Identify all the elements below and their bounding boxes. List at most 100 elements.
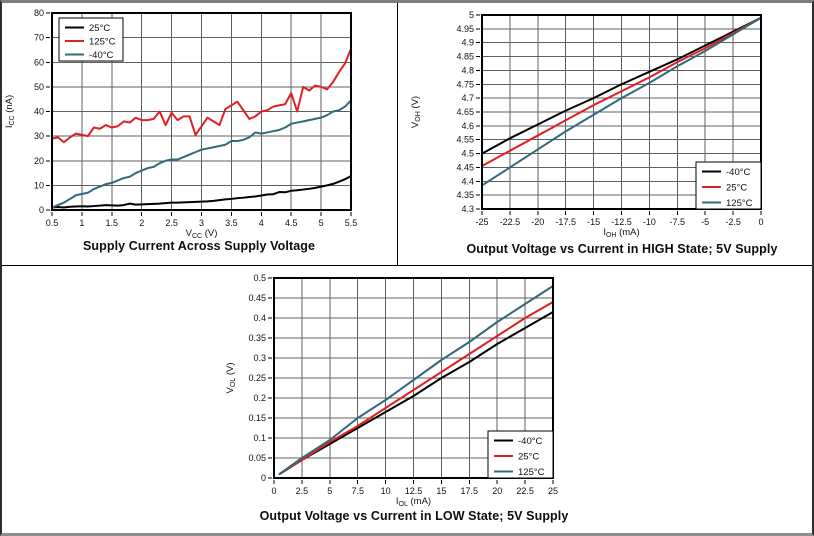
y-tick-label: 60	[34, 57, 44, 67]
x-tick-label: -5	[701, 217, 709, 227]
supply-current-chart: 0.5 1 1.5 2 2.5 3 3.5 4 4.5 5 5.5 0 10 20 30 40 50 60 70 80…	[4, 8, 357, 239]
top-row: 0.5 1 1.5 2 2.5 3 3.5 4 4.5 5 5.5 0 10 20 30 40 50 60 70 80…	[2, 3, 812, 266]
x-tick-label: -12.5	[611, 217, 632, 227]
x-tick-label: 2.5	[296, 486, 309, 496]
chart-title-supply-current: Supply Current Across Supply Voltage	[82, 239, 316, 253]
y-tick-label: 0.15	[248, 413, 266, 423]
axis-ticks	[476, 14, 762, 215]
y-tick-label: 4.65	[456, 107, 474, 117]
series-line-125C	[481, 16, 762, 187]
series-line--40C	[51, 99, 352, 209]
x-tick-label: 15	[436, 486, 446, 496]
grid-lines	[52, 13, 351, 210]
legend-label: 25°C	[518, 452, 539, 463]
x-tick-label: 25	[548, 486, 558, 496]
bottom-row: 0 2.5 5 7.5 10 12.5 15 17.5 20 22.5 25 0 0.05 0.1 0.15…	[2, 266, 812, 533]
y-tick-label: 20	[34, 156, 44, 166]
axis-ticks	[46, 12, 352, 216]
y-tick-label: 4.7	[461, 93, 474, 103]
x-tick-label: 3	[199, 218, 204, 228]
y-tick-label: 4.8	[461, 65, 474, 75]
series-line-25C	[278, 301, 554, 475]
supply-current-chart-cell: 0.5 1 1.5 2 2.5 3 3.5 4 4.5 5 5.5 0 10 20 30 40 50 60 70 80…	[2, 3, 398, 265]
y-tick-label: 4.85	[456, 52, 474, 62]
chart-title-output-low: Output Voltage vs Current in LOW State; …	[259, 509, 569, 523]
x-axis-label: IOL (mA)	[396, 496, 431, 508]
x-tick-label: 4.5	[285, 218, 298, 228]
y-tick-label: 0.45	[248, 293, 266, 303]
axis-ticks	[268, 277, 554, 484]
legend-label: -40°C	[518, 436, 543, 447]
series-line-125C	[51, 47, 352, 144]
y-tick-label: 0.05	[248, 453, 266, 463]
legend-label: -40°C	[89, 50, 114, 61]
legend-label: 25°C	[726, 183, 747, 194]
chart-title-output-high: Output Voltage vs Current in HIGH State;…	[466, 242, 778, 256]
x-tick-label: -20	[531, 217, 544, 227]
legend-label: -40°C	[726, 167, 751, 178]
x-tick-label: 2.5	[165, 218, 178, 228]
y-tick-label: 30	[34, 131, 44, 141]
y-tick-label: 4.9	[461, 38, 474, 48]
y-tick-label: 0.5	[253, 273, 266, 283]
x-tick-label: 2	[139, 218, 144, 228]
x-tick-label: 7.5	[351, 486, 364, 496]
y-tick-label: 70	[34, 33, 44, 43]
y-tick-label: 10	[34, 180, 44, 190]
y-tick-label: 80	[34, 8, 44, 18]
x-tick-label: 20	[492, 486, 502, 496]
y-tick-label: 4.3	[461, 204, 474, 214]
plot-border	[273, 277, 554, 479]
x-tick-label: 17.5	[461, 486, 479, 496]
x-tick-label: 0	[758, 217, 763, 227]
y-tick-label: 0.3	[253, 353, 266, 363]
y-tick-label: 4.55	[456, 135, 474, 145]
x-tick-label: 0.5	[46, 218, 59, 228]
x-tick-label: 5.5	[345, 218, 358, 228]
y-tick-label: 4.45	[456, 162, 474, 172]
y-tick-label: 0.35	[248, 333, 266, 343]
y-tick-label: 5	[469, 10, 474, 20]
tick-labels: -25 -22.5 -20 -17.5 -15 -12.5 -10 -7.5 -5 -2.5 0 4.…	[456, 10, 763, 227]
y-tick-label: 0.4	[253, 313, 266, 323]
x-tick-label: -15	[587, 217, 600, 227]
y-tick-label: 4.35	[456, 190, 474, 200]
y-tick-label: 4.6	[461, 121, 474, 131]
x-tick-label: -25	[475, 217, 488, 227]
tick-labels: 0 2.5 5 7.5 10 12.5 15 17.5 20 22.5 25 0 0.05 0.1 0.15…	[248, 273, 558, 496]
plot-border	[51, 12, 352, 211]
legend: -40°C 25°C 125°C	[487, 430, 554, 479]
legend: 25°C 125°C -40°C	[58, 17, 124, 62]
output-voltage-high-chart: -25 -22.5 -20 -17.5 -15 -12.5 -10 -7.5 -5 -2.5 0 4.…	[410, 10, 764, 239]
x-tick-label: -7.5	[670, 217, 686, 227]
y-tick-label: 0.1	[253, 433, 266, 443]
y-tick-label: 0.2	[253, 393, 266, 403]
series-line-25C	[481, 16, 762, 168]
x-tick-label: 1	[79, 218, 84, 228]
y-tick-label: 4.75	[456, 79, 474, 89]
x-tick-label: -22.5	[500, 217, 521, 227]
legend-label: 125°C	[89, 37, 116, 48]
voh-chart-cell: -25 -22.5 -20 -17.5 -15 -12.5 -10 -7.5 -5 -2.5 0 4.…	[398, 3, 812, 265]
y-tick-label: 4.4	[461, 176, 474, 186]
x-tick-label: 22.5	[516, 486, 534, 496]
y-tick-label: 4.5	[461, 149, 474, 159]
y-axis-label: VOH (V)	[410, 96, 422, 128]
y-axis-label: VOL (V)	[225, 363, 237, 394]
series-line-25C	[51, 175, 352, 209]
x-tick-label: 1.5	[106, 218, 119, 228]
y-axis-label: ICC (nA)	[4, 95, 16, 128]
y-tick-label: 50	[34, 82, 44, 92]
y-tick-label: 0	[39, 205, 44, 215]
x-tick-label: 5	[327, 486, 332, 496]
x-tick-label: -17.5	[555, 217, 576, 227]
x-axis-label: IOH (mA)	[603, 227, 639, 239]
x-tick-label: -10	[643, 217, 656, 227]
legend: -40°C 25°C 125°C	[695, 161, 762, 210]
plot-border	[481, 14, 762, 210]
output-voltage-low-chart: 0 2.5 5 7.5 10 12.5 15 17.5 20 22.5 25 0 0.05 0.1 0.15…	[225, 273, 558, 508]
y-tick-label: 0	[261, 473, 266, 483]
tick-labels: 0.5 1 1.5 2 2.5 3 3.5 4 4.5 5 5.5 0 10 20 30 40 50 60 70 80	[34, 8, 357, 228]
x-tick-label: 5	[319, 218, 324, 228]
x-tick-label: 3.5	[225, 218, 238, 228]
